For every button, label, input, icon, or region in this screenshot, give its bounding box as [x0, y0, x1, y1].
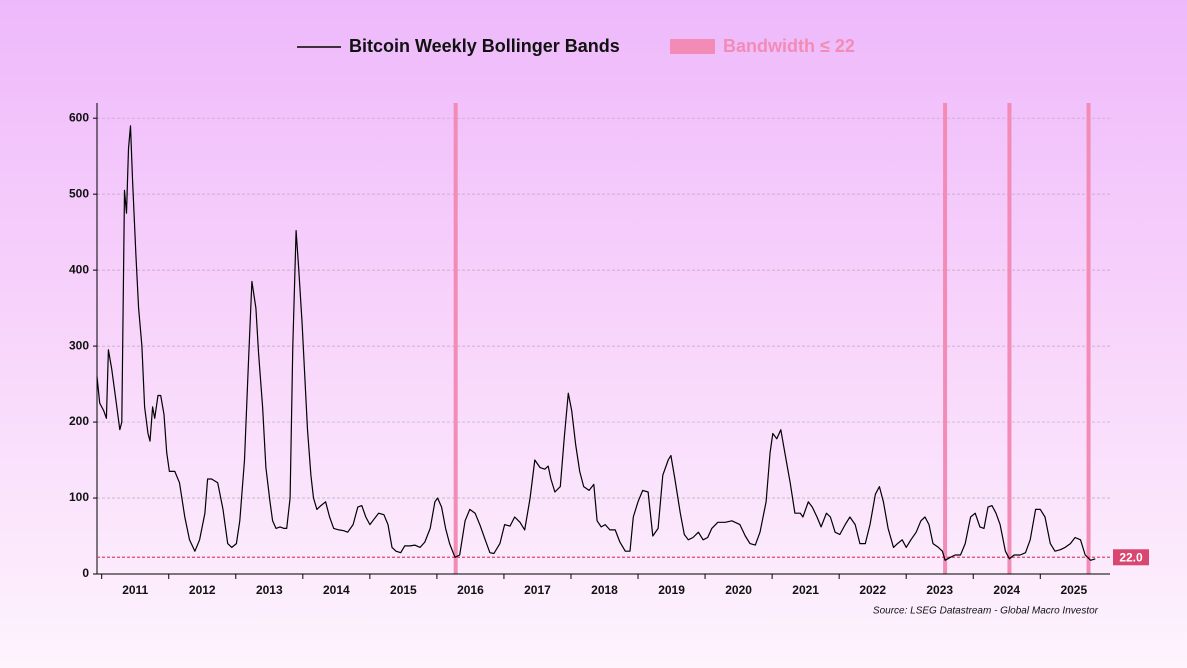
highlight-band	[943, 103, 948, 574]
highlight-band	[1086, 103, 1091, 574]
y-tick-label: 0	[82, 566, 89, 580]
series-line	[96, 125, 1096, 561]
highlight-band	[1007, 103, 1012, 574]
x-tick-label: 2024	[993, 583, 1020, 597]
highlight-band	[453, 103, 458, 574]
x-tick-label: 2020	[725, 583, 752, 597]
y-tick-label: 400	[69, 262, 89, 276]
x-tick-label: 2025	[1060, 583, 1087, 597]
y-tick-label: 300	[69, 338, 89, 352]
x-tick-label: 2015	[390, 583, 417, 597]
source-note: Source: LSEG Datastream - Global Macro I…	[873, 606, 1099, 617]
y-tick-label: 200	[69, 414, 89, 428]
x-tick-label: 2013	[256, 583, 283, 597]
x-tick-label: 2014	[323, 583, 350, 597]
y-tick-label: 100	[69, 490, 89, 504]
y-tick-label: 600	[69, 110, 89, 124]
legend-band-label: Bandwidth ≤ 22	[723, 36, 855, 56]
x-tick-label: 2018	[591, 583, 618, 597]
x-tick-label: 2021	[792, 583, 819, 597]
x-tick-label: 2012	[189, 583, 216, 597]
x-tick-label: 2016	[457, 583, 484, 597]
threshold-label: 22.0	[1119, 550, 1143, 564]
x-tick-label: 2023	[926, 583, 953, 597]
legend-line-label: Bitcoin Weekly Bollinger Bands	[349, 36, 620, 56]
x-tick-label: 2011	[122, 583, 148, 597]
threshold-label-box	[1113, 549, 1149, 566]
x-tick-label: 2017	[524, 583, 551, 597]
x-tick-label: 2022	[859, 583, 886, 597]
x-tick-label: 2019	[658, 583, 685, 597]
legend-band-swatch	[670, 39, 715, 54]
y-tick-label: 500	[69, 186, 89, 200]
